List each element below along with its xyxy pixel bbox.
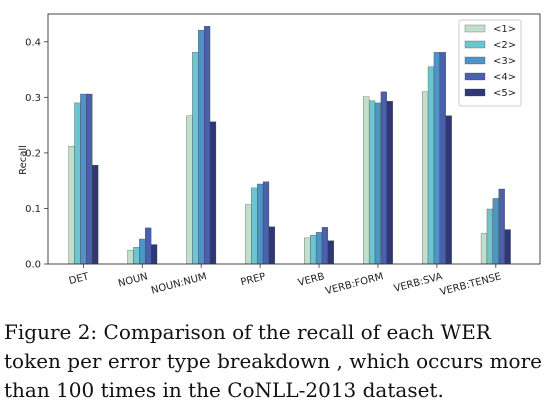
bar-verb-form-series-2 (368, 100, 376, 265)
bar-verb-series-4 (321, 227, 329, 265)
legend-swatch (464, 40, 486, 49)
x-tick-label: PREP (240, 271, 267, 288)
legend-swatch (464, 56, 486, 65)
y-axis-label: Recall (18, 145, 29, 175)
bar-det-series-1 (68, 146, 75, 265)
bar-verb-series-3 (315, 232, 323, 265)
bar-prep-series-5 (268, 226, 276, 265)
y-tick-label: 0.2 (25, 148, 41, 159)
legend-label: <4> (493, 72, 516, 83)
x-tick-label: NOUN (117, 271, 149, 289)
bar-verb-series-2 (310, 234, 317, 265)
bar-prep-series-3 (257, 183, 264, 265)
bar-verb-tense-series-1 (480, 233, 488, 265)
y-tick-label: 0.1 (25, 204, 41, 215)
bar-verb-sva-series-5 (445, 115, 452, 265)
bar-noun-num-series-5 (209, 121, 217, 265)
bar-prep-series-2 (251, 187, 258, 265)
plot-frame (47, 13, 541, 265)
bar-det-series-2 (74, 102, 81, 265)
legend-swatch (464, 24, 486, 33)
bar-noun-series-1 (127, 249, 134, 265)
bar-verb-tense-series-2 (486, 208, 494, 265)
bar-det-series-5 (92, 164, 99, 265)
bar-verb-sva-series-2 (427, 66, 435, 265)
bar-verb-tense-series-4 (498, 188, 505, 265)
bar-noun-num-series-2 (192, 52, 199, 265)
bar-noun-series-3 (139, 238, 146, 265)
x-tick-label: VERB:FORM (324, 271, 384, 297)
legend-swatch (464, 88, 486, 97)
bar-prep-series-4 (262, 181, 270, 265)
bar-verb-tense-series-3 (492, 198, 499, 265)
x-tick-label: NOUN:NUM (150, 271, 208, 296)
bar-noun-num-series-3 (198, 29, 205, 265)
bar-verb-form-series-3 (374, 102, 382, 265)
legend-label: <3> (493, 56, 516, 67)
bar-verb-series-5 (327, 240, 334, 265)
legend-label: <2> (493, 40, 516, 51)
bar-det-series-3 (80, 93, 87, 265)
bar-noun-series-2 (133, 247, 140, 265)
bar-prep-series-1 (245, 204, 252, 265)
y-tick-label: 0.0 (25, 260, 41, 271)
legend-swatch (464, 72, 486, 81)
bar-verb-sva-series-3 (433, 52, 440, 265)
x-tick-label: VERB:TENSE (439, 271, 503, 298)
bar-verb-series-1 (304, 237, 311, 265)
bar-verb-tense-series-5 (504, 229, 511, 265)
bar-verb-form-series-5 (386, 101, 393, 265)
bar-det-series-4 (86, 93, 93, 265)
bar-verb-sva-series-4 (439, 52, 446, 265)
x-tick-label: VERB:SVA (393, 271, 444, 295)
legend-label: <1> (493, 24, 516, 35)
bar-verb-form-series-1 (363, 96, 370, 265)
bar-noun-num-series-4 (203, 26, 211, 265)
y-tick-label: 0.3 (25, 93, 41, 104)
bar-noun-num-series-1 (186, 115, 193, 265)
legend: <1> <2> <3> <4> <5> (458, 19, 522, 107)
bar-verb-sva-series-1 (421, 91, 429, 265)
x-tick-label: DET (68, 271, 91, 287)
y-tick-label: 0.4 (25, 37, 41, 48)
figure-caption: Figure 2: Comparison of the recall of ea… (4, 320, 542, 402)
bar-verb-form-series-4 (380, 91, 387, 265)
bar-noun-series-5 (150, 244, 158, 265)
recall-bar-chart: Recall 0.0 0.1 0.2 0.3 0.4 DET NOUN NOUN:NUM PR… (18, 13, 541, 298)
bar-noun-series-4 (145, 227, 152, 265)
legend-label: <5> (493, 88, 516, 99)
x-tick-label: VERB (297, 271, 326, 289)
